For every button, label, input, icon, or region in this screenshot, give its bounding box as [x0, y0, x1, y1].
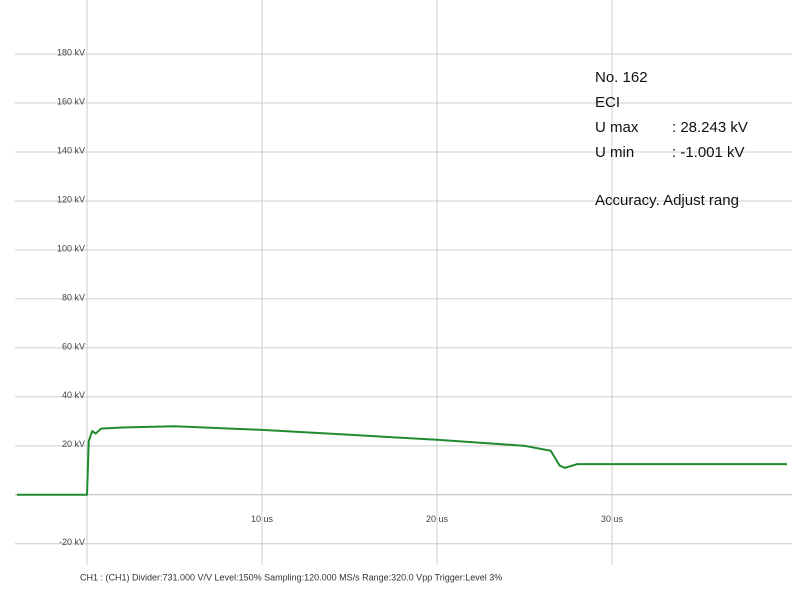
y-tick-label: 160 kV — [57, 96, 85, 106]
y-tick-label: 60 kV — [62, 341, 85, 351]
y-tick-label: 120 kV — [57, 194, 85, 204]
umin-value: : -1.001 kV — [672, 144, 745, 161]
grid — [15, 0, 792, 565]
y-tick-label: 100 kV — [57, 243, 85, 253]
record-number: No. 162 — [595, 69, 648, 86]
umax-label: U max — [595, 119, 639, 136]
x-tick-label: 20 us — [426, 514, 449, 524]
x-tick-label: 10 us — [251, 514, 274, 524]
y-tick-label: 80 kV — [62, 292, 85, 302]
y-tick-label: 140 kV — [57, 145, 85, 155]
mode: ECI — [595, 94, 620, 111]
x-tick-label: 30 us — [601, 514, 624, 524]
umax-value: : 28.243 kV — [672, 119, 748, 136]
y-tick-label: 40 kV — [62, 390, 85, 400]
y-tick-label: 180 kV — [57, 47, 85, 57]
footer-status: CH1 : (CH1) Divider:731.000 V/V Level:15… — [80, 572, 502, 582]
trace — [17, 425, 787, 496]
umin-label: U min — [595, 144, 634, 161]
message: Accuracy. Adjust rang — [595, 192, 739, 209]
y-tick-label: 20 kV — [62, 439, 85, 449]
y-tick-label: -20 kV — [59, 537, 85, 547]
